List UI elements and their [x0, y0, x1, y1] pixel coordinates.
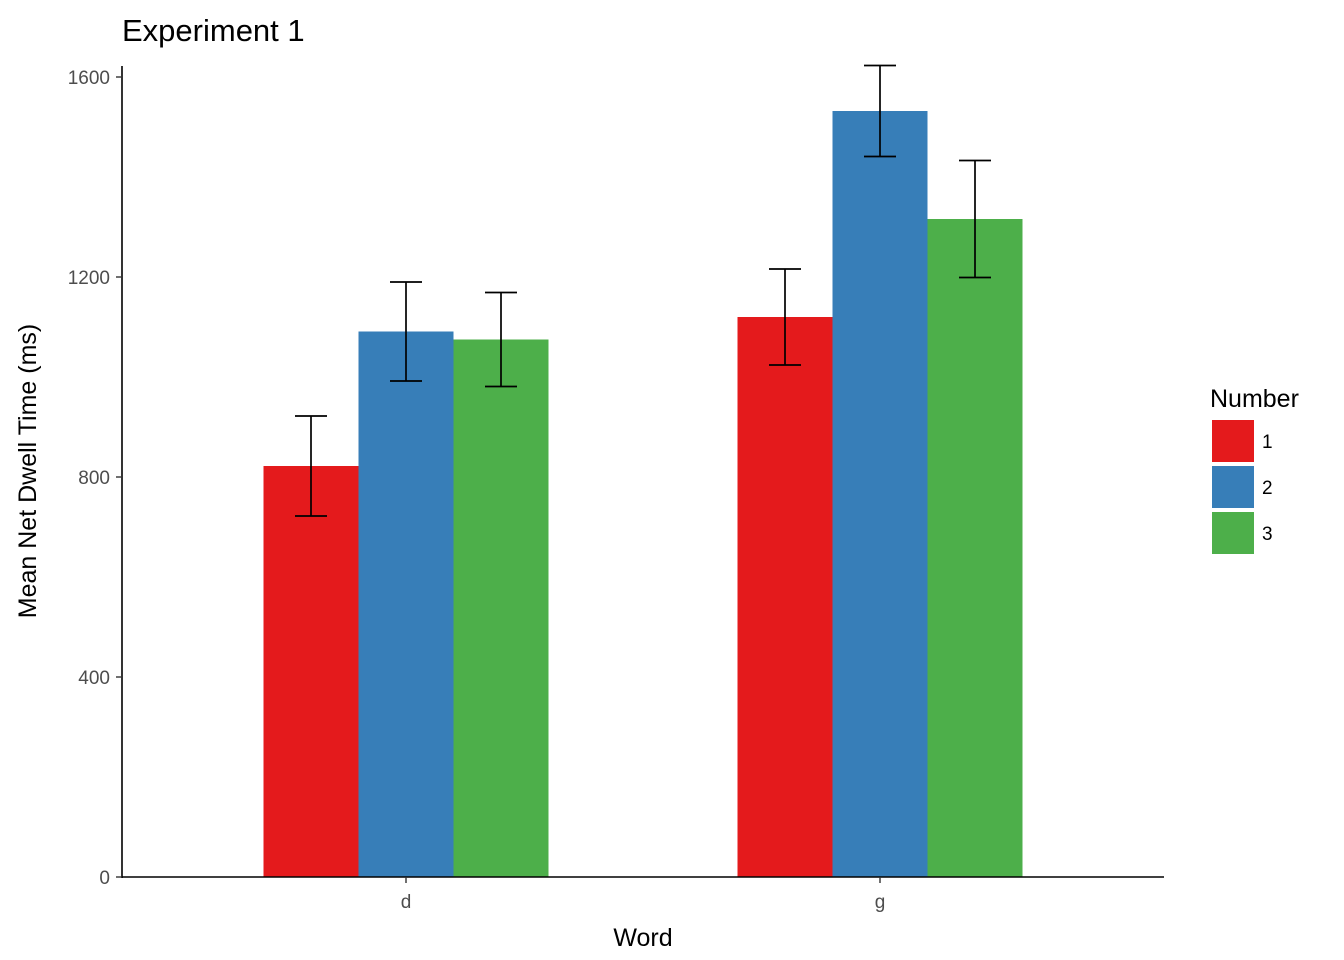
legend: Number 1 2 3: [1210, 385, 1299, 554]
x-tick-label: d: [401, 892, 412, 913]
error-bar-d-series-1: [295, 415, 327, 517]
chart-title: Experiment 1: [122, 13, 305, 48]
legend-label-2: 2: [1262, 478, 1273, 499]
y-axis-ticks: 0 400 800 1200 1600: [68, 68, 122, 889]
bar-d-series-3: [453, 339, 549, 877]
x-tick-label: g: [875, 892, 886, 913]
y-tick-label: 1200: [68, 268, 110, 289]
y-axis-title: Mean Net Dwell Time (ms): [14, 324, 42, 619]
error-bar-g-series-2: [864, 64, 896, 158]
legend-swatch-1: [1212, 420, 1254, 462]
error-bar-d-series-2: [390, 281, 422, 382]
y-tick-label: 800: [78, 468, 110, 489]
bar-g-series-1: [737, 317, 833, 877]
legend-title: Number: [1210, 385, 1299, 413]
legend-swatch-2: [1212, 466, 1254, 508]
plot-area: [263, 64, 1023, 877]
legend-label-3: 3: [1262, 524, 1273, 545]
error-bar-d-series-3: [485, 291, 517, 388]
legend-swatch-3: [1212, 512, 1254, 554]
bar-d-series-1: [263, 466, 359, 877]
error-bar-g-series-3: [959, 159, 991, 279]
y-tick-label: 400: [78, 668, 110, 689]
legend-label-1: 1: [1262, 432, 1273, 453]
bar-d-series-2: [358, 331, 454, 877]
bar-g-series-2: [832, 111, 928, 877]
x-axis-title: Word: [613, 924, 672, 952]
error-bar-g-series-1: [769, 268, 801, 366]
bar-g-series-3: [927, 219, 1023, 877]
y-tick-label: 0: [99, 868, 110, 889]
y-tick-label: 1600: [68, 68, 110, 89]
